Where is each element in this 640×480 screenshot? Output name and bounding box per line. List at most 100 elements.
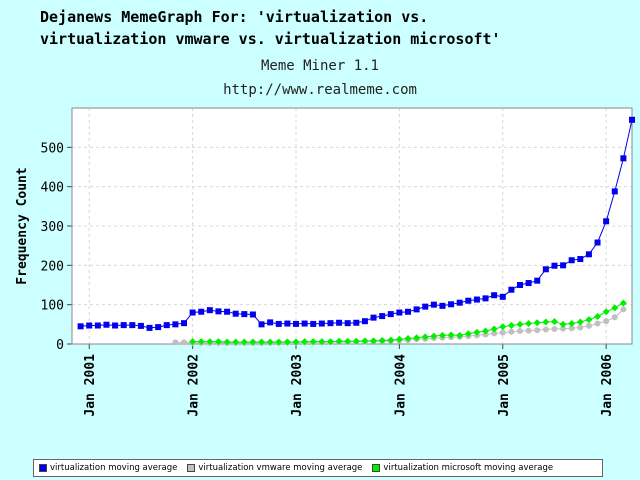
data-point (223, 338, 231, 346)
data-point (86, 322, 93, 329)
data-point (507, 322, 515, 330)
data-point (482, 327, 490, 335)
data-point (517, 328, 523, 335)
data-point (241, 311, 248, 318)
data-point (94, 322, 101, 329)
plot-background (72, 108, 632, 344)
data-point (129, 322, 136, 329)
data-point (103, 321, 110, 328)
data-point (534, 327, 541, 334)
data-point (240, 338, 248, 346)
data-point (310, 320, 317, 327)
data-point (448, 301, 455, 308)
data-point (576, 318, 584, 326)
data-point (120, 322, 127, 329)
series-0 (77, 116, 635, 331)
data-point (491, 292, 498, 299)
data-point (551, 262, 558, 269)
data-point (603, 318, 610, 325)
data-point (456, 331, 464, 339)
data-point (465, 297, 472, 304)
data-point (499, 323, 507, 331)
data-point (490, 325, 498, 333)
data-point (430, 301, 437, 308)
data-point (499, 293, 506, 300)
data-point (353, 319, 360, 326)
data-point (473, 328, 481, 336)
data-point (542, 318, 550, 326)
data-point (379, 313, 386, 320)
data-point (611, 188, 618, 195)
data-point (335, 337, 343, 345)
data-point (327, 320, 334, 327)
data-point (568, 320, 576, 328)
legend-swatch-vmware (187, 464, 196, 472)
y-tick-label: 200 (41, 259, 64, 274)
legend-label-vmware: virtualization vmware moving average (198, 463, 363, 473)
series-2 (189, 299, 627, 346)
legend-swatch-virtualization (39, 464, 47, 472)
data-point (275, 338, 283, 346)
y-tick-label: 500 (41, 141, 64, 156)
data-point (499, 329, 506, 336)
site-url: http://www.realmeme.com (223, 82, 417, 98)
data-point (224, 308, 231, 315)
data-point (439, 302, 446, 309)
data-point (344, 337, 352, 345)
data-point (326, 338, 334, 346)
data-point (198, 308, 205, 315)
data-point (361, 337, 369, 345)
data-point (309, 338, 317, 346)
data-point (473, 296, 480, 303)
data-point (516, 320, 524, 328)
legend-label-microsoft: virtualization microsoft moving average (383, 463, 554, 473)
x-tick-label: Jan 2005 (497, 354, 512, 417)
data-point (214, 338, 222, 346)
data-point (267, 319, 274, 326)
data-point (620, 155, 627, 162)
data-point (611, 304, 619, 312)
data-point (232, 310, 239, 317)
data-point (181, 320, 187, 327)
data-point (620, 306, 627, 313)
data-point (155, 324, 162, 331)
data-point (172, 339, 179, 346)
data-point (594, 239, 601, 246)
data-point (336, 319, 343, 326)
data-point (594, 320, 601, 327)
x-tick-label: Jan 2004 (393, 354, 408, 417)
data-point (585, 322, 592, 329)
data-point (525, 320, 533, 328)
data-point (146, 324, 153, 331)
x-tick-label: Jan 2006 (600, 354, 615, 417)
data-point (405, 308, 411, 315)
data-point (568, 257, 575, 264)
legend-label-virtualization: virtualization moving average (50, 463, 178, 473)
data-point (585, 251, 592, 258)
data-point (542, 266, 549, 273)
data-point (206, 307, 213, 314)
series-group (77, 116, 635, 346)
data-point (112, 322, 119, 329)
data-point (611, 314, 618, 321)
data-point (318, 320, 325, 327)
data-point (508, 286, 515, 293)
axes: 0 100 200 300 400 500 Jan 2001 Jan 2002 Jan 2003… (41, 107, 633, 417)
data-point (249, 311, 256, 318)
data-point (249, 338, 257, 346)
data-point (370, 337, 378, 345)
chart-title-line-2: virtualization vmware vs. virtualization… (40, 30, 501, 48)
chart-legend: virtualization moving average virtualiza… (33, 459, 603, 477)
data-point (396, 309, 403, 316)
chart-title-line-1: Dejanews MemeGraph For: 'virtualization … (40, 8, 429, 26)
data-point (197, 338, 205, 346)
data-point (413, 306, 420, 313)
data-point (517, 282, 523, 288)
data-point (619, 299, 627, 307)
data-point (163, 322, 170, 329)
plot-frame (71, 107, 633, 345)
data-point (283, 338, 291, 346)
data-point (361, 318, 368, 325)
data-point (491, 330, 498, 337)
data-point (568, 325, 575, 332)
